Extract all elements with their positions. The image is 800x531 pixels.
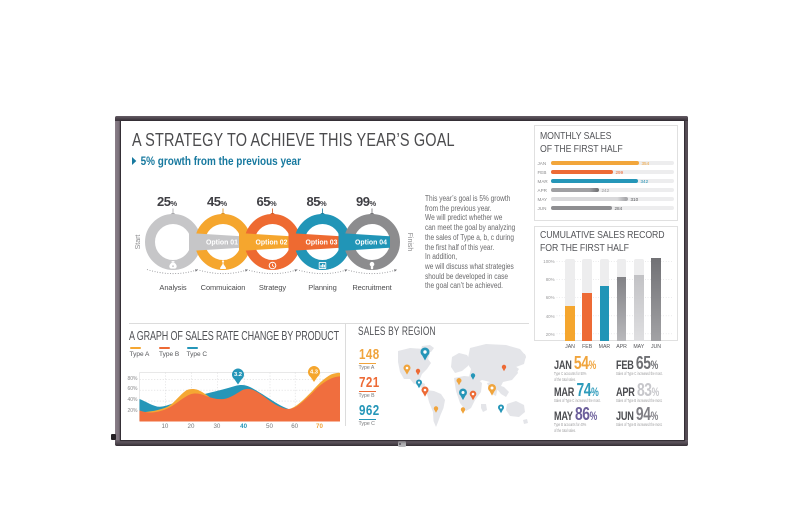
svg-text:Planning: Planning (308, 283, 336, 292)
svg-text:Start: Start (135, 235, 142, 250)
svg-text:Strategy: Strategy (258, 283, 285, 292)
svg-text:Option 03: Option 03 (305, 239, 337, 246)
svg-text:Recruitment: Recruitment (352, 283, 392, 292)
svg-text:Option 01: Option 01 (206, 239, 238, 246)
svg-text:65%: 65% (256, 194, 276, 209)
svg-text:Analysis: Analysis (159, 283, 186, 292)
svg-text:99%: 99% (356, 194, 376, 209)
svg-text:4.3: 4.3 (309, 369, 318, 375)
svg-text:Commuicaion: Commuicaion (200, 283, 245, 292)
svg-text:25%: 25% (157, 194, 177, 209)
svg-text:Option 04: Option 04 (355, 239, 387, 246)
svg-text:85%: 85% (306, 194, 326, 209)
svg-text:45%: 45% (207, 194, 227, 209)
svg-text:Finish: Finish (406, 233, 413, 252)
svg-text:3.2: 3.2 (233, 371, 241, 377)
svg-text:Option 02: Option 02 (255, 239, 287, 246)
